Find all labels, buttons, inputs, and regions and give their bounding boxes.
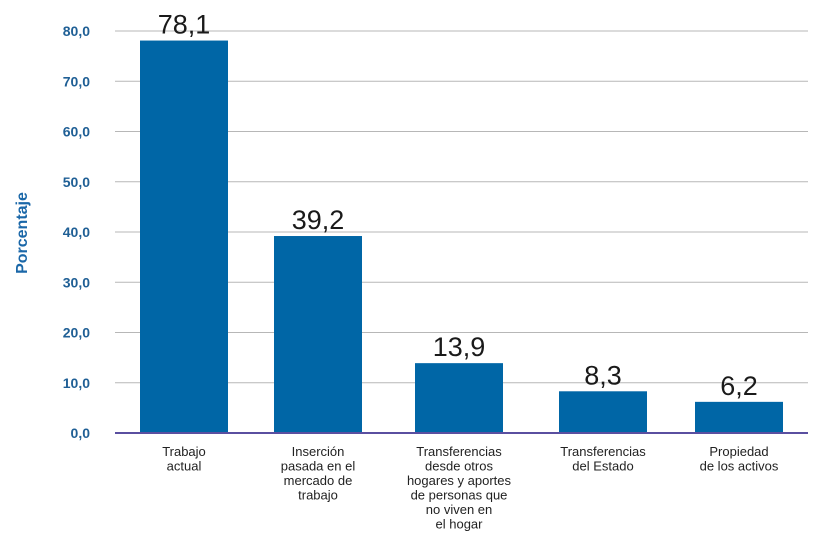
y-tick-label: 70,0 — [63, 73, 90, 89]
bar — [415, 363, 503, 433]
data-label: 39,2 — [292, 205, 345, 235]
x-tick-label: Inserción pasada en el mercado de trabajo — [281, 444, 356, 503]
bar — [559, 391, 647, 433]
data-label: 78,1 — [158, 10, 211, 40]
y-tick-label: 80,0 — [63, 23, 90, 39]
x-tick-label: Transferencias desde otros hogares y aport… — [407, 444, 512, 532]
x-tick-label: Propiedad de los activos — [700, 444, 779, 474]
y-tick-label: 40,0 — [63, 224, 90, 240]
y-tick-label: 20,0 — [63, 325, 90, 341]
x-axis-ticks: Trabajo actual Inserción pasada en el mercad… — [162, 444, 779, 532]
bar — [274, 236, 362, 433]
bars — [140, 40, 783, 434]
y-tick-label: 60,0 — [63, 124, 90, 140]
data-labels: 78,1 39,2 13,9 8,3 6,2 — [158, 10, 758, 401]
data-label: 13,9 — [433, 332, 486, 362]
y-tick-label: 10,0 — [63, 375, 90, 391]
bar — [695, 401, 783, 433]
y-axis-label: Porcentaje — [14, 192, 31, 274]
data-label: 8,3 — [584, 360, 622, 390]
data-label: 6,2 — [720, 371, 758, 401]
y-tick-label: 30,0 — [63, 274, 90, 290]
bar — [140, 40, 228, 434]
y-tick-label: 0,0 — [71, 425, 91, 441]
y-tick-label: 50,0 — [63, 174, 90, 190]
x-tick-label: Trabajo actual — [162, 444, 206, 474]
y-axis-ticks: 0,0 10,0 20,0 30,0 40,0 50,0 60,0 70,0 80,0 — [63, 23, 90, 441]
x-tick-label: Transferencias del Estado — [560, 444, 646, 474]
gridlines — [115, 30, 808, 384]
